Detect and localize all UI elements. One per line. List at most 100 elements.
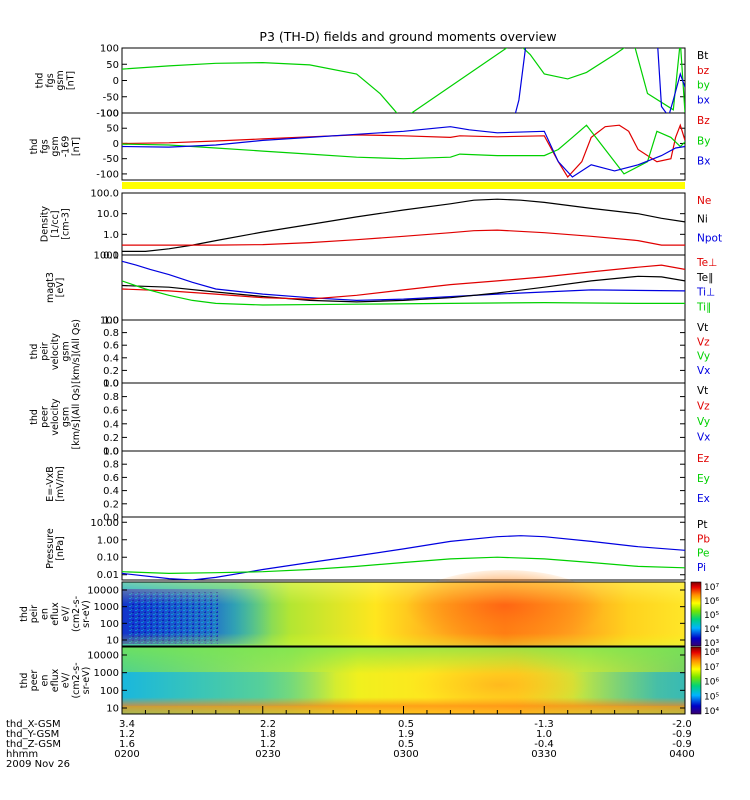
series-line — [122, 280, 685, 306]
legend-entry: Npot — [697, 232, 722, 244]
colorbar-tick-label: 10³ — [704, 639, 719, 649]
x-gsm-4: -2.0 — [672, 719, 692, 730]
panel-frames — [121, 47, 686, 581]
series-line — [122, 48, 685, 113]
legend-entry: Ne — [697, 195, 711, 207]
panel-temperature: 1000 100 magt3[eV] Te⊥ Te∥ Ti⊥ Ti∥ — [45, 251, 717, 327]
chart-marks: 100500-50-100thdfgsgsm[nT]Btbzbybx100500… — [19, 44, 722, 715]
x-axis-ticks — [121, 706, 686, 714]
legend-entry: Ey — [697, 473, 710, 485]
panel-fgs-frame — [121, 47, 686, 114]
ytick-label: 1.0 — [103, 447, 119, 458]
ytick-label: 0 — [113, 139, 119, 150]
series-group — [122, 260, 685, 306]
panel-efield-frame — [121, 450, 686, 518]
mode-bar — [122, 182, 685, 189]
ytick-label: -100 — [96, 169, 119, 180]
legend-entry: Pe — [697, 548, 709, 560]
y-axis-label: Pressure[nPa] — [45, 528, 66, 569]
ytick-label: 0.0 — [103, 447, 119, 458]
series-line — [122, 260, 685, 302]
z-gsm-3: -0.4 — [534, 739, 554, 750]
hhmm-2: 0300 — [393, 749, 418, 760]
peir-spectrogram-frame — [121, 581, 686, 647]
panel-peir-velocity-frame — [121, 319, 686, 384]
colorbar-tick-label: 10⁴ — [704, 625, 719, 635]
panel-pressure-frame — [121, 516, 686, 581]
z-gsm-2: 0.5 — [398, 739, 414, 750]
legend-entry: Bx — [697, 156, 710, 168]
hhmm-1: 0230 — [255, 749, 280, 760]
row-label-z-gsm: thd_Z-GSM — [6, 739, 61, 750]
colorbar-tick-label: 10⁸ — [704, 648, 719, 658]
ytick-label: 0.4 — [103, 486, 119, 497]
row-label-hhmm: hhmm — [6, 749, 38, 760]
ytick-label: -50 — [103, 92, 119, 103]
series-line — [122, 198, 685, 252]
peir-colorbar — [690, 581, 702, 647]
legend-entry: Vy — [697, 416, 710, 428]
panel-peer-velocity-frame — [121, 382, 686, 452]
peir-spectrogram — [121, 570, 686, 650]
peer-colorbar — [690, 646, 702, 715]
y-axis-label: thdpeirenefluxeV/(cm2-s-sr-eV) — [19, 596, 92, 632]
ytick-label: 10000 — [87, 651, 119, 662]
ytick-label: 1000 — [94, 668, 119, 679]
colorbar-tick-label: 10⁷ — [704, 583, 719, 593]
ytick-label: 10.0 — [97, 209, 119, 220]
y-gsm-3: 1.0 — [536, 729, 552, 740]
legend-entry: Ex — [697, 493, 710, 505]
hhmm-3: 0330 — [531, 749, 556, 760]
y-axis-label: E=-VxB[mV/m] — [45, 466, 66, 502]
legend-entry: by — [697, 80, 710, 92]
panel-pressure: 10.00 1.00 0.10 0.01 Pressure[nPa] Pt Pb Pe Pi — [45, 518, 711, 581]
peir-spectrogram-shading — [122, 582, 685, 646]
colorbar-tick-label: 10⁷ — [704, 663, 719, 673]
x-gsm-1: 2.2 — [260, 719, 276, 730]
legend-entry: Ni — [697, 214, 708, 226]
series-line — [122, 264, 685, 300]
ytick-label: 50 — [106, 60, 119, 71]
ytick-label: 0 — [113, 76, 119, 87]
ytick-label: 100.0 — [90, 189, 119, 200]
panel-peir_velocity: 1.00.80.60.40.20.0thdpeirvelocitygsm[km/… — [29, 316, 710, 390]
ytick-label: 1000 — [94, 251, 119, 262]
ytick-label: 0.0 — [103, 513, 119, 524]
row-label-date: 2009 Nov 26 — [6, 759, 70, 770]
ytick-label: 0.01 — [97, 570, 119, 581]
y-axis-label: thdpeerenefluxeV/(cm2-s-sr-eV) — [19, 662, 92, 698]
panel-peir_en_eflux: 10000 1000 100 10 thdpeirenefluxeV/(cm2-s-sr… — [19, 586, 685, 647]
figure-title: P3 (TH-D) fields and ground moments over… — [259, 29, 556, 44]
series-line — [122, 556, 685, 575]
ytick-label: 0.6 — [103, 341, 119, 352]
legend-entry: By — [697, 135, 710, 147]
y-axis-label: thdpeirvelocitygsm[km/s](All Qs) — [29, 319, 82, 384]
ytick-label: 0.0 — [103, 379, 119, 390]
y-gsm-2: 1.9 — [398, 729, 414, 740]
y-gsm-0: 1.2 — [119, 729, 135, 740]
ytick-label: 0.8 — [103, 460, 119, 471]
y-axis-label: thdfgsgsm[nT] — [34, 70, 76, 90]
ytick-label: 10000 — [87, 586, 119, 597]
y-axis-label: thdfgsgsm-169[nT] — [29, 136, 82, 158]
row-label-x-gsm: thd_X-GSM — [6, 719, 61, 730]
series-line — [122, 535, 685, 580]
ytick-label: 0.10 — [97, 553, 119, 564]
legend-entry: Vy — [697, 351, 710, 363]
y-axis-label: thdpeervelocitygsm[km/s](All Qs) — [29, 385, 82, 450]
panel-efield: 1.0 0.8 0.6 0.4 0.2 0.0 E=-VxB[mV/m] Ez Ey Ex — [45, 447, 710, 524]
series-group — [122, 123, 685, 178]
legend-entry: Bt — [697, 50, 708, 62]
legend-entry: Vx — [697, 365, 710, 377]
panel-temperature-frame — [121, 254, 686, 321]
ytick-label: 1.0 — [103, 379, 119, 390]
panel-fgs_gsm69: 100 50 0 -50 -100 thdfgsgsm-169[nT] Bz By Bx — [29, 109, 710, 181]
panel-peer_velocity: 1.0 0.8 0.6 0.4 0.2 0.0 thdpeervelocitygsm[km/… — [29, 379, 710, 458]
legend-entry: Pt — [697, 519, 707, 531]
series-line — [122, 124, 685, 175]
y-gsm-1: 1.8 — [260, 729, 276, 740]
legend-entry: bx — [697, 94, 710, 106]
z-gsm-4: -0.9 — [672, 739, 692, 750]
x-gsm-0: 3.4 — [119, 719, 135, 730]
